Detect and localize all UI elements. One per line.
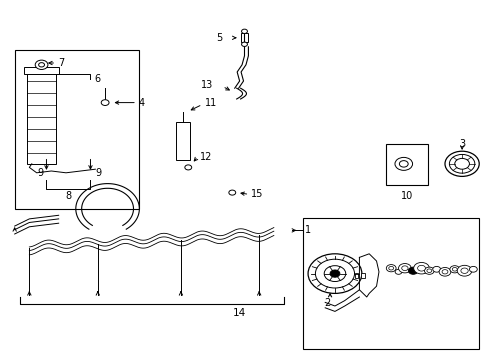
- Bar: [15, 50, 139, 209]
- Text: 8: 8: [65, 191, 71, 201]
- Circle shape: [388, 266, 393, 270]
- Text: 10: 10: [400, 191, 412, 201]
- Circle shape: [432, 266, 440, 272]
- Circle shape: [424, 267, 433, 274]
- Text: 2: 2: [324, 298, 330, 308]
- Circle shape: [454, 158, 468, 169]
- Text: 6: 6: [94, 74, 100, 84]
- Circle shape: [398, 264, 410, 273]
- Circle shape: [456, 265, 471, 276]
- Text: 9: 9: [95, 168, 102, 178]
- Circle shape: [441, 270, 447, 274]
- Text: 14: 14: [232, 308, 246, 318]
- Circle shape: [101, 100, 109, 105]
- Circle shape: [324, 266, 345, 282]
- Circle shape: [184, 165, 191, 170]
- Bar: [360, 273, 364, 278]
- Circle shape: [444, 151, 478, 176]
- Circle shape: [417, 265, 425, 271]
- Circle shape: [413, 262, 428, 274]
- Circle shape: [399, 161, 407, 167]
- Circle shape: [468, 266, 476, 272]
- Circle shape: [39, 63, 44, 67]
- Circle shape: [241, 29, 247, 33]
- Circle shape: [307, 254, 361, 293]
- Circle shape: [448, 154, 474, 173]
- Circle shape: [394, 157, 412, 170]
- Circle shape: [35, 60, 48, 69]
- Bar: [27, 74, 56, 164]
- Bar: [240, 33, 248, 42]
- Circle shape: [401, 266, 407, 271]
- Circle shape: [451, 267, 456, 271]
- Text: 15: 15: [250, 189, 263, 199]
- Text: 13: 13: [200, 80, 212, 90]
- Text: 5: 5: [216, 33, 222, 43]
- Text: 3: 3: [458, 139, 464, 149]
- Bar: [386, 144, 427, 185]
- Circle shape: [386, 265, 395, 272]
- Bar: [303, 218, 478, 349]
- Circle shape: [449, 266, 459, 273]
- Text: 4: 4: [138, 98, 144, 108]
- Circle shape: [394, 269, 401, 274]
- Bar: [24, 67, 59, 74]
- Circle shape: [329, 270, 339, 277]
- Circle shape: [407, 267, 417, 274]
- Bar: [354, 273, 358, 278]
- Text: 11: 11: [204, 98, 217, 108]
- Text: 7: 7: [59, 58, 65, 68]
- Circle shape: [438, 267, 450, 276]
- Bar: [176, 122, 189, 160]
- Circle shape: [315, 259, 354, 288]
- Text: 9: 9: [37, 168, 43, 178]
- Circle shape: [228, 190, 235, 195]
- Text: 1: 1: [304, 225, 310, 235]
- Circle shape: [241, 42, 247, 46]
- Circle shape: [426, 269, 431, 273]
- Text: 12: 12: [199, 152, 211, 162]
- Circle shape: [460, 268, 467, 274]
